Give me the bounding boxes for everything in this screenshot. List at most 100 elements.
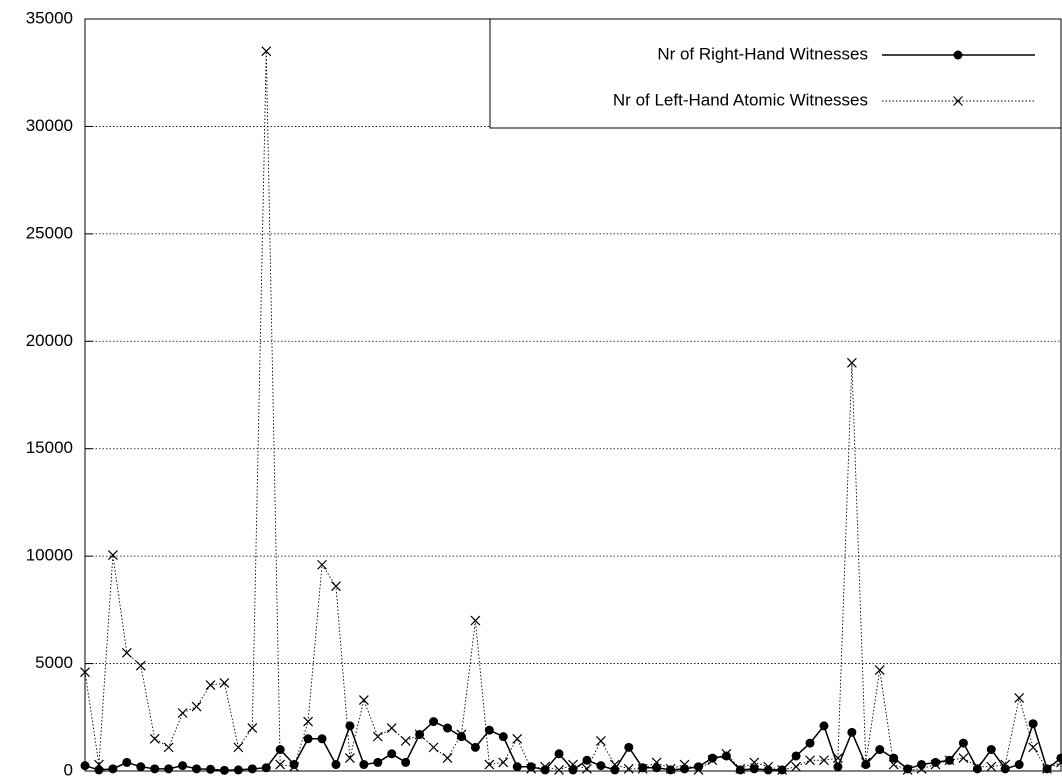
data-point	[568, 765, 578, 775]
data-point	[512, 762, 522, 772]
data-point	[610, 765, 620, 775]
data-point	[122, 757, 132, 767]
data-point	[1014, 693, 1025, 703]
data-point	[721, 748, 732, 759]
data-point	[1056, 757, 1062, 768]
data-point	[582, 755, 592, 765]
data-point	[833, 762, 843, 772]
data-point	[358, 695, 369, 706]
data-point	[874, 665, 885, 675]
data-point	[107, 550, 118, 560]
data-point	[526, 763, 537, 774]
data-point	[317, 734, 327, 744]
data-point	[805, 755, 815, 766]
data-point	[735, 765, 745, 775]
data-point	[540, 761, 551, 772]
data-point	[484, 759, 495, 770]
data-point	[178, 761, 188, 771]
data-point	[609, 759, 620, 770]
series-line	[84, 720, 1062, 772]
data-point	[442, 753, 453, 764]
data-point	[958, 753, 969, 764]
y-tick-label: 30000	[26, 116, 73, 135]
data-point	[94, 765, 104, 775]
y-tick-label: 15000	[26, 438, 73, 457]
data-point	[944, 755, 955, 766]
data-point	[177, 708, 188, 718]
data-point	[596, 761, 606, 771]
data-point	[233, 765, 243, 775]
data-point	[400, 735, 411, 746]
data-point	[484, 725, 494, 735]
data-point	[289, 760, 299, 770]
data-point	[540, 765, 550, 775]
legend-label: Nr of Left-Hand Atomic Witnesses	[613, 90, 868, 109]
data-point	[1028, 719, 1038, 729]
data-point	[80, 667, 90, 678]
data-point	[498, 732, 508, 742]
legend-marker	[953, 50, 963, 60]
data-point	[638, 763, 648, 773]
data-point	[651, 757, 662, 768]
data-point	[749, 757, 760, 768]
data-point	[136, 762, 146, 772]
data-point	[387, 749, 397, 759]
data-point	[763, 761, 774, 772]
data-point	[1042, 763, 1052, 774]
data-point	[693, 765, 704, 775]
data-point	[526, 762, 536, 772]
data-point	[498, 757, 509, 768]
data-point	[582, 763, 592, 774]
data-point	[414, 729, 425, 740]
data-point	[972, 764, 982, 774]
data-point	[623, 763, 634, 774]
data-point	[345, 721, 355, 731]
data-point	[665, 763, 676, 774]
data-point	[1014, 760, 1024, 770]
y-tick-label: 35000	[26, 8, 73, 27]
data-point	[135, 660, 146, 671]
data-point	[1056, 753, 1062, 763]
data-point	[860, 757, 871, 768]
data-point	[930, 759, 941, 770]
data-point	[791, 751, 801, 761]
data-point	[205, 764, 215, 774]
data-point	[149, 733, 160, 744]
data-point	[652, 763, 662, 773]
y-tick-label: 0	[64, 760, 73, 778]
data-point	[344, 753, 355, 764]
data-point	[261, 46, 272, 57]
data-point	[108, 764, 118, 774]
data-point	[819, 721, 829, 731]
data-point	[205, 680, 216, 690]
data-point	[832, 753, 843, 764]
data-point	[443, 723, 453, 733]
data-point	[1028, 742, 1039, 753]
data-point	[637, 763, 648, 774]
data-point	[1000, 759, 1011, 770]
data-point	[931, 757, 941, 767]
data-point	[846, 357, 857, 368]
data-point	[554, 749, 564, 759]
data-point	[1000, 764, 1010, 774]
data-point	[401, 757, 411, 767]
data-point	[331, 760, 341, 770]
data-point	[219, 677, 230, 688]
legend-label: Nr of Right-Hand Witnesses	[657, 44, 868, 63]
data-point	[958, 738, 968, 748]
data-point	[163, 742, 174, 753]
data-point	[373, 757, 383, 767]
legend-marker	[953, 96, 963, 106]
data-point	[429, 717, 439, 727]
data-point	[261, 763, 271, 773]
data-point	[247, 723, 258, 733]
data-point	[875, 745, 885, 755]
data-point	[303, 734, 313, 744]
data-point	[889, 753, 899, 763]
data-point	[94, 759, 104, 770]
data-point	[428, 742, 439, 753]
data-point	[735, 763, 746, 774]
data-point	[317, 559, 327, 570]
